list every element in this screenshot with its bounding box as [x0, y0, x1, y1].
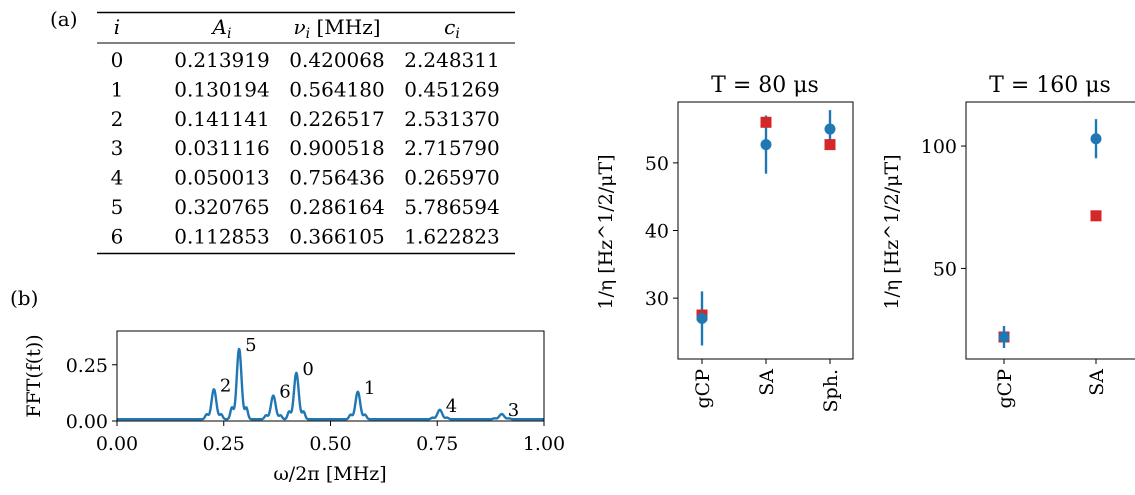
- table-cell: 0.320765: [174, 195, 269, 219]
- spectrum-peak-label: 4: [446, 396, 457, 417]
- chart-160-y-tick-label: 50: [933, 258, 957, 280]
- chart-160-y-axis-label: 1/η [Hz^1/2/μT]: [881, 154, 903, 309]
- spectrum-ticks: 0.00 0.25 0.50 0.75 1.00 0.00 0.25: [66, 355, 565, 455]
- panel-a-table: (a) i Ai νi [MHz] ci 0 0.213919 0.420068 2.248…: [50, 7, 515, 255]
- table-row: 6 0.112853 0.366105 1.622823: [111, 224, 500, 248]
- chart-160-axes-frame: [965, 101, 1135, 360]
- table-cell: 0.226517: [289, 107, 384, 131]
- scatter-chart-160us: T = 160 μs 50 100 gCP SA 1/η [Hz^1/2/μT]: [881, 73, 1135, 408]
- table-header-cell: νi [MHz]: [293, 15, 380, 42]
- table-cell: 0.112853: [174, 224, 269, 248]
- spectrum-y-axis-label: FFT(f(t)): [23, 334, 45, 417]
- table-cell: 6: [111, 224, 124, 248]
- table-cell: 5: [111, 195, 124, 219]
- spectrum-x-tick-label: 0.50: [309, 433, 351, 455]
- table-row: 2 0.141141 0.226517 2.531370: [111, 107, 500, 131]
- panel-label-a: (a): [50, 7, 78, 31]
- table-header-cell: ci: [444, 15, 460, 42]
- table-cell: 0: [111, 48, 124, 72]
- spectrum-peak-label: 2: [220, 375, 231, 396]
- table-body: 0 0.213919 0.420068 2.248311 1 0.130194 0.5641…: [111, 48, 500, 248]
- table-cell: 0.050013: [174, 166, 269, 190]
- spectrum-y-tick-label: 0.00: [66, 411, 108, 433]
- chart-160-x-tick-label: gCP: [994, 369, 1016, 409]
- spectrum-y-tick-label: 0.25: [66, 355, 108, 377]
- chart-160-marks: [998, 119, 1102, 348]
- table-row: 4 0.050013 0.756436 0.265970: [111, 166, 500, 190]
- chart-80-y-tick-label: 50: [645, 153, 669, 175]
- table-cell: 0.031116: [174, 136, 269, 160]
- table-cell: 0.420068: [289, 48, 384, 72]
- table-header-cell: i: [114, 15, 120, 39]
- spectrum-peak-label: 1: [364, 378, 375, 399]
- chart-80-circle-point: [760, 139, 772, 151]
- table-cell: 0.141141: [174, 107, 269, 131]
- scatter-chart-80us: T = 80 μs 30 40 50 gCP SA Sph. 1/η [Hz^1/2/μT…: [595, 73, 854, 413]
- chart-80-marks: [696, 110, 836, 346]
- table-cell: 0.286164: [289, 195, 384, 219]
- spectrum-x-tick-label: 1.00: [523, 433, 565, 455]
- table-cell: 0.756436: [289, 166, 384, 190]
- table-cell: 0.130194: [174, 77, 269, 101]
- spectrum-x-tick-label: 0.25: [203, 433, 245, 455]
- chart-80-x-tick-label: Sph.: [820, 369, 842, 412]
- table-cell: 2: [111, 107, 124, 131]
- table-header: i Ai νi [MHz] ci: [114, 15, 460, 42]
- table-cell: 2.715790: [404, 136, 499, 160]
- chart-80-title: T = 80 μs: [711, 73, 819, 98]
- table-cell: 2.248311: [404, 48, 499, 72]
- table-cell: 5.786594: [404, 195, 499, 219]
- chart-80-circle-point: [824, 123, 836, 135]
- spectrum-axes-frame: [116, 330, 545, 422]
- table-cell: 4: [111, 166, 124, 190]
- table-row: 3 0.031116 0.900518 2.715790: [111, 136, 500, 160]
- table-header-cell: Ai: [211, 15, 232, 42]
- chart-160-x-tick-label: SA: [1086, 369, 1108, 396]
- table-cell: 0.900518: [289, 136, 384, 160]
- spectrum-peak-labels: 0 1 2 3 4 5 6: [220, 335, 519, 421]
- table-row: 0 0.213919 0.420068 2.248311: [111, 48, 500, 72]
- table-cell: 0.265970: [404, 166, 499, 190]
- table-row: 5 0.320765 0.286164 5.786594: [111, 195, 500, 219]
- spectrum-line: [116, 347, 545, 421]
- panel-label-b: (b): [10, 286, 38, 310]
- chart-80-y-tick-label: 40: [645, 221, 669, 243]
- chart-80-ticks: 30 40 50 gCP SA Sph.: [645, 153, 842, 413]
- chart-80-y-tick-label: 30: [645, 288, 669, 310]
- chart-80-y-axis-label: 1/η [Hz^1/2/μT]: [595, 154, 617, 309]
- table-cell: 1.622823: [404, 224, 499, 248]
- spectrum-peak-label: 0: [302, 359, 313, 380]
- table-cell: 1: [111, 77, 124, 101]
- spectrum-x-tick-label: 0.75: [416, 433, 458, 455]
- panel-b-spectrum-chart: (b) 0.00 0.25 0.50 0.75 1.00 0.00 0.25 0 1 2 3 4 5 6…: [10, 286, 565, 485]
- table-cell: 3: [111, 136, 124, 160]
- chart-80-square-point: [824, 139, 836, 151]
- chart-160-circle-point: [998, 331, 1010, 343]
- table-cell: 0.564180: [289, 77, 384, 101]
- table-cell: 2.531370: [404, 107, 499, 131]
- table-cell: 0.451269: [404, 77, 499, 101]
- chart-80-x-tick-label: SA: [756, 369, 778, 396]
- table-cell: 0.213919: [174, 48, 269, 72]
- chart-160-title: T = 160 μs: [989, 73, 1111, 98]
- chart-80-x-tick-label: gCP: [692, 369, 714, 409]
- spectrum-x-tick-label: 0.00: [96, 433, 138, 455]
- spectrum-peak-label: 5: [245, 335, 256, 356]
- chart-160-square-point: [1090, 210, 1102, 222]
- chart-160-y-tick-label: 100: [921, 136, 957, 158]
- spectrum-peak-label: 6: [279, 382, 290, 403]
- table-row: 1 0.130194 0.564180 0.451269: [111, 77, 500, 101]
- table-cell: 0.366105: [289, 224, 384, 248]
- chart-80-square-point: [760, 116, 772, 128]
- spectrum-x-axis-label: ω/2π [MHz]: [273, 463, 386, 485]
- chart-80-circle-point: [696, 312, 708, 324]
- chart-160-circle-point: [1090, 133, 1102, 145]
- chart-160-ticks: 50 100 gCP SA: [921, 136, 1108, 408]
- spectrum-peak-label: 3: [508, 400, 519, 421]
